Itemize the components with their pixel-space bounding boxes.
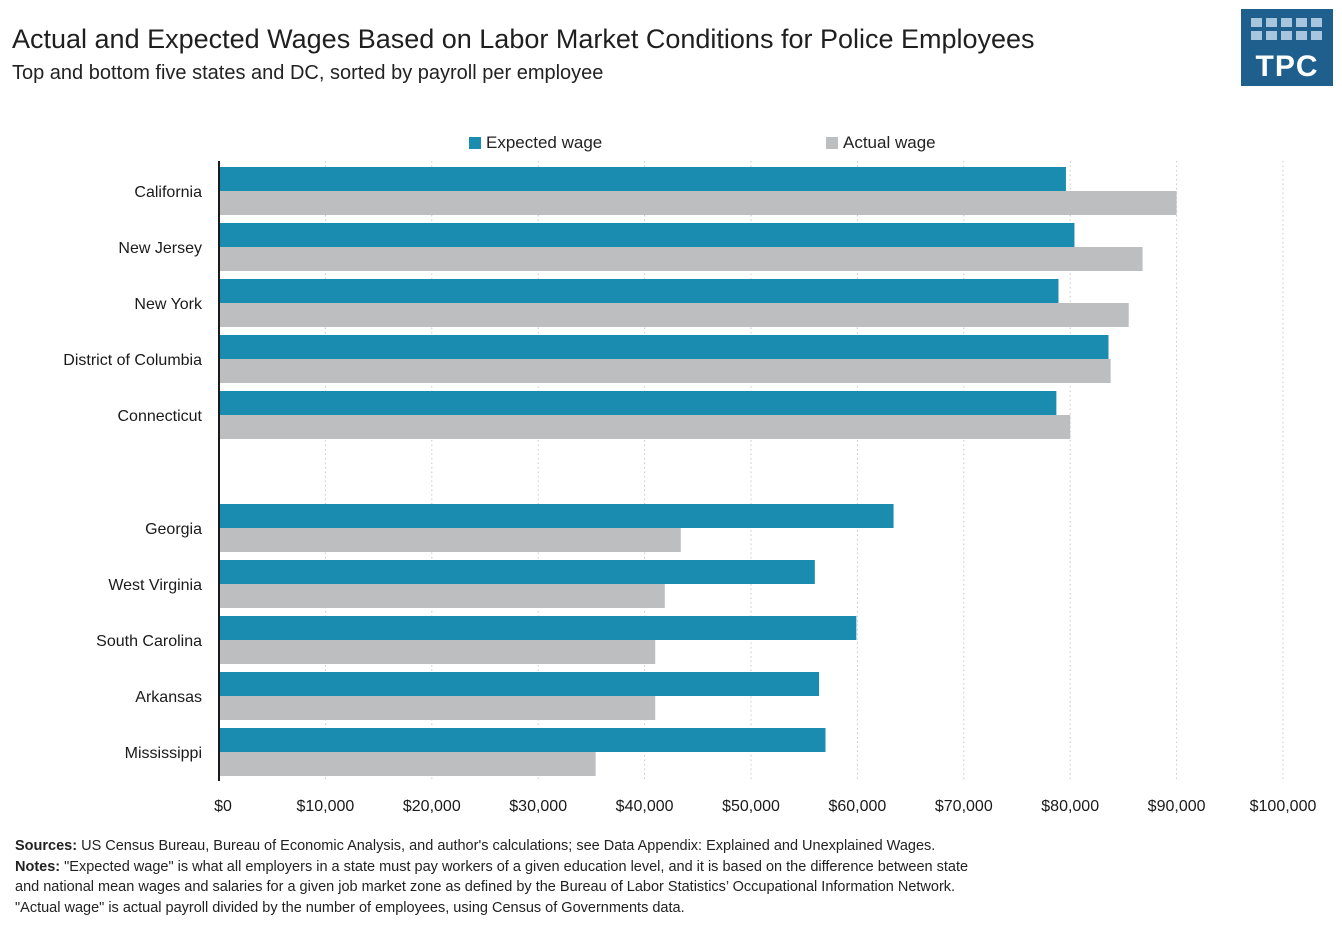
bar-expected-california <box>219 167 1066 191</box>
x-tick-label: $40,000 <box>616 798 674 815</box>
bar-actual-west-virginia <box>219 584 665 608</box>
notes-line-2: and national mean wages and salaries for… <box>15 879 956 895</box>
bar-expected-south-carolina <box>219 616 857 640</box>
category-label: New York <box>134 296 203 313</box>
logo-square <box>1281 31 1292 40</box>
x-tick-label: $70,000 <box>935 798 993 815</box>
bar-expected-district-of-columbia <box>219 335 1109 359</box>
logo-text: TPC <box>1255 50 1319 83</box>
category-label: Mississippi <box>125 745 202 762</box>
category-label: Georgia <box>145 521 202 538</box>
logo-square <box>1266 31 1277 40</box>
sources-text: US Census Bureau, Bureau of Economic Ana… <box>77 838 936 854</box>
bar-expected-new-jersey <box>219 223 1075 247</box>
x-tick-label: $30,000 <box>509 798 567 815</box>
footnotes: Sources: US Census Bureau, Bureau of Eco… <box>15 836 1315 918</box>
legend-actual-label: Actual wage <box>843 133 936 152</box>
x-tick-label: $100,000 <box>1250 798 1317 815</box>
category-label: New Jersey <box>118 240 202 257</box>
x-tick-label: $90,000 <box>1148 798 1206 815</box>
logo-square <box>1311 18 1322 27</box>
sources-note: Sources: US Census Bureau, Bureau of Eco… <box>15 836 1315 857</box>
category-label: Arkansas <box>135 689 202 706</box>
bar-actual-mississippi <box>219 752 596 776</box>
chart-title: Actual and Expected Wages Based on Labor… <box>12 24 1035 54</box>
bar-expected-west-virginia <box>219 560 815 584</box>
logo-square <box>1311 31 1322 40</box>
bar-actual-california <box>219 191 1177 215</box>
bar-actual-new-york <box>219 303 1129 327</box>
bar-expected-new-york <box>219 279 1059 303</box>
bar-actual-georgia <box>219 528 681 552</box>
x-tick-label: $20,000 <box>403 798 461 815</box>
logo-square <box>1266 18 1277 27</box>
bar-expected-mississippi <box>219 728 826 752</box>
category-label: South Carolina <box>96 633 202 650</box>
bar-expected-georgia <box>219 504 894 528</box>
bar-actual-south-carolina <box>219 640 656 664</box>
category-label: Connecticut <box>118 408 203 425</box>
tpc-logo: TPC <box>1241 9 1333 86</box>
legend-actual-swatch <box>826 137 838 149</box>
legend-expected: Expected wage <box>469 133 602 153</box>
category-label: District of Columbia <box>63 352 202 369</box>
notes-line-3: "Actual wage" is actual payroll divided … <box>15 899 685 916</box>
legend-actual: Actual wage <box>826 133 936 153</box>
bar-actual-district-of-columbia <box>219 359 1111 383</box>
bar-actual-connecticut <box>219 415 1071 439</box>
notes-text-1: "Expected wage" is what all employers in… <box>60 858 969 875</box>
category-label: West Virginia <box>108 577 202 594</box>
x-tick-label: $10,000 <box>296 798 354 815</box>
bar-expected-connecticut <box>219 391 1057 415</box>
logo-square <box>1296 18 1307 27</box>
bar-chart: California New Jersey New York District of … <box>63 161 1317 815</box>
legend-expected-label: Expected wage <box>486 133 603 152</box>
x-tick-label: $0 <box>214 798 232 815</box>
x-tick-label: $80,000 <box>1041 798 1099 815</box>
bar-expected-arkansas <box>219 672 820 696</box>
notes-label: Notes: <box>15 858 61 875</box>
x-tick-label: $60,000 <box>828 798 886 815</box>
logo-square <box>1251 18 1262 27</box>
category-label: California <box>134 184 202 201</box>
notes-line-1: Notes: "Expected wage" is what all emplo… <box>15 857 1315 878</box>
logo-square <box>1281 18 1292 27</box>
logo-square <box>1251 31 1262 40</box>
logo-square <box>1296 31 1307 40</box>
x-tick-label: $50,000 <box>722 798 780 815</box>
chart-subtitle: Top and bottom five states and DC, sorte… <box>12 62 604 84</box>
bar-actual-new-jersey <box>219 247 1143 271</box>
legend-expected-swatch <box>469 137 481 149</box>
bar-actual-arkansas <box>219 696 656 720</box>
sources-label: Sources: <box>15 838 78 854</box>
